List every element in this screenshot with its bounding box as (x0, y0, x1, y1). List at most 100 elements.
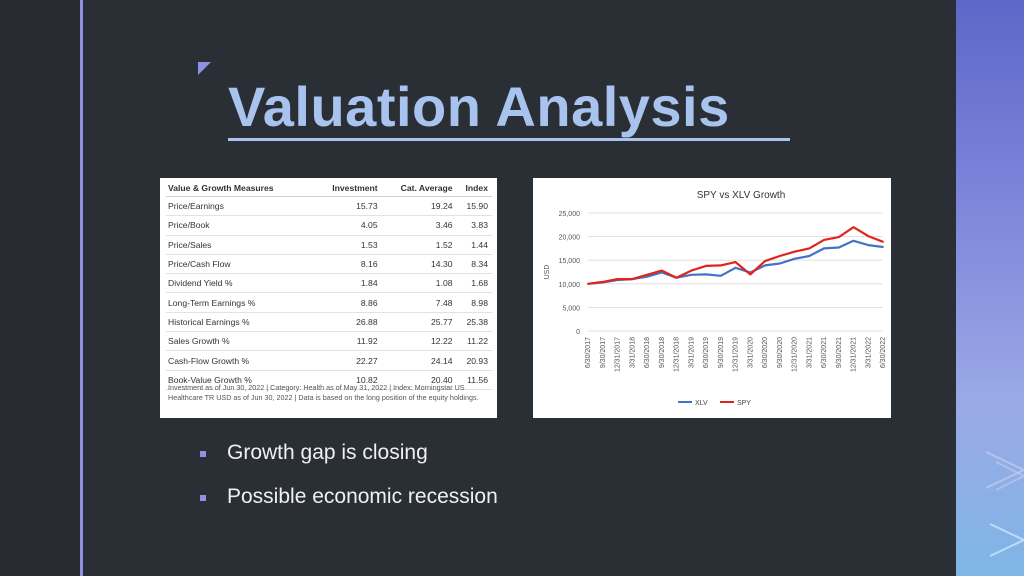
chevron-decoration-icon (985, 451, 1024, 557)
data-point (616, 278, 619, 280)
table-cell: 7.48 (381, 292, 457, 313)
table-row: Historical Earnings % 26.88 25.77 25.38 (166, 312, 492, 333)
data-point (646, 273, 648, 276)
table-cell: 8.16 (315, 254, 382, 275)
table-row: Price/Book 4.05 3.46 3.83 (166, 215, 492, 236)
y-tick-label: 10,000 (559, 282, 581, 289)
x-tick-label: 3/31/2020 (747, 337, 754, 368)
data-point (719, 264, 722, 267)
slide-title: Valuation Analysis (228, 75, 730, 138)
x-tick-label: 3/31/2018 (629, 337, 636, 368)
data-point (734, 266, 737, 269)
data-point (808, 255, 811, 257)
table-cell: 11.92 (315, 331, 382, 352)
data-point (734, 261, 737, 263)
data-point (764, 260, 766, 263)
table-cell: 22.27 (315, 350, 382, 371)
data-point (660, 271, 663, 274)
data-point (660, 269, 663, 272)
x-tick-label: 12/31/2017 (615, 337, 622, 372)
table-cell: 1.84 (315, 273, 382, 294)
table-cell: 14.30 (381, 254, 457, 275)
table-header: Value & Growth Measures (166, 180, 316, 197)
x-tick-label: 6/30/2022 (880, 337, 887, 368)
x-tick-label: 6/30/2018 (644, 337, 651, 368)
table-cell: 11.56 (456, 370, 492, 390)
data-point (882, 246, 884, 248)
table-cell: 1.44 (456, 235, 492, 255)
bullet-text: Growth gap is closing (227, 441, 428, 464)
y-axis-label: USD (544, 265, 551, 280)
x-tick-label: 9/30/2020 (777, 337, 784, 368)
table-cell: 8.86 (315, 292, 382, 313)
x-tick-label: 6/30/2019 (703, 337, 710, 368)
growth-chart-image: SPY vs XLV Growth USD 0 5,000 10,000 15,000 20… (533, 178, 891, 418)
table-cell: 15.90 (456, 196, 492, 217)
x-tick-label: 9/30/2018 (659, 337, 666, 368)
spy-vs-xlv-chart: SPY vs XLV Growth USD 0 5,000 10,000 15,000 20… (544, 190, 887, 407)
table-row: Long-Term Earnings % 8.86 7.48 8.98 (166, 292, 492, 313)
table-row-label: Price/Sales (166, 235, 316, 255)
table-row-label: Price/Cash Flow (166, 254, 316, 275)
valuation-table: Value & Growth Measures Investment Cat. … (166, 180, 492, 390)
left-band (0, 0, 80, 576)
x-tick-label: 6/30/2021 (821, 337, 828, 368)
y-tick-label: 0 (576, 329, 580, 336)
x-tick-label: 12/31/2021 (851, 337, 858, 372)
table-row-label: Historical Earnings % (166, 312, 316, 333)
data-point (690, 273, 693, 276)
table-row: Price/Sales 1.53 1.52 1.44 (166, 235, 492, 255)
table-row-label: Cash-Flow Growth % (166, 350, 316, 371)
data-point (631, 278, 634, 280)
x-tick-label: 3/31/2021 (806, 337, 813, 368)
table-row: Book-Value Growth % 10.82 20.40 11.56 (166, 370, 492, 390)
table-cell: 20.40 (381, 370, 457, 390)
data-point (675, 276, 678, 279)
x-tick-label: 9/30/2019 (718, 337, 725, 368)
table-row-label: Price/Earnings (166, 196, 316, 217)
data-point (808, 247, 811, 250)
table-cell: 8.34 (456, 254, 492, 275)
table-cell: 4.05 (315, 215, 382, 236)
x-tick-label: 9/30/2017 (600, 337, 607, 368)
valuation-table-image: Value & Growth Measures Investment Cat. … (160, 178, 497, 418)
table-cell: 1.08 (381, 273, 457, 294)
data-point (705, 264, 707, 267)
table-cell: 1.53 (315, 235, 382, 255)
data-point (601, 281, 604, 283)
table-row: Price/Cash Flow 8.16 14.30 8.34 (166, 254, 492, 275)
corner-accent-icon (198, 62, 211, 75)
x-tick-label: 3/31/2022 (865, 337, 872, 368)
table-row-label: Dividend Yield % (166, 273, 316, 294)
data-point (837, 246, 840, 249)
table-cell: 26.88 (315, 312, 382, 333)
table-cell: 3.46 (381, 215, 457, 236)
data-point (705, 273, 707, 276)
legend-label: XLV (695, 400, 708, 407)
y-tick-label: 5,000 (562, 305, 580, 312)
data-point (823, 247, 825, 250)
y-tick-label: 15,000 (559, 258, 581, 265)
table-row-label: Long-Term Earnings % (166, 292, 316, 313)
table-row-label: Sales Growth % (166, 331, 316, 352)
data-point (690, 269, 693, 272)
x-tick-label: 9/30/2021 (836, 337, 843, 368)
table-row-label: Price/Book (166, 215, 316, 236)
bullet-square-icon (200, 451, 206, 457)
table-cell: 8.98 (456, 292, 492, 313)
data-point (749, 273, 752, 276)
legend-label: SPY (737, 400, 751, 407)
data-point (793, 250, 796, 253)
title-underline (228, 138, 790, 141)
table-cell: 1.68 (456, 273, 492, 294)
x-tick-label: 12/31/2019 (733, 337, 740, 372)
table-row-label: Book-Value Growth % (166, 370, 316, 390)
y-tick-label: 20,000 (559, 235, 581, 242)
data-point (837, 236, 840, 238)
table-header: Cat. Average (381, 180, 457, 197)
table-cell: 20.93 (456, 350, 492, 371)
table-header: Investment (315, 180, 382, 197)
table-cell: 15.73 (315, 196, 382, 217)
data-point (764, 264, 766, 267)
table-header-row: Value & Growth Measures Investment Cat. … (166, 180, 492, 197)
